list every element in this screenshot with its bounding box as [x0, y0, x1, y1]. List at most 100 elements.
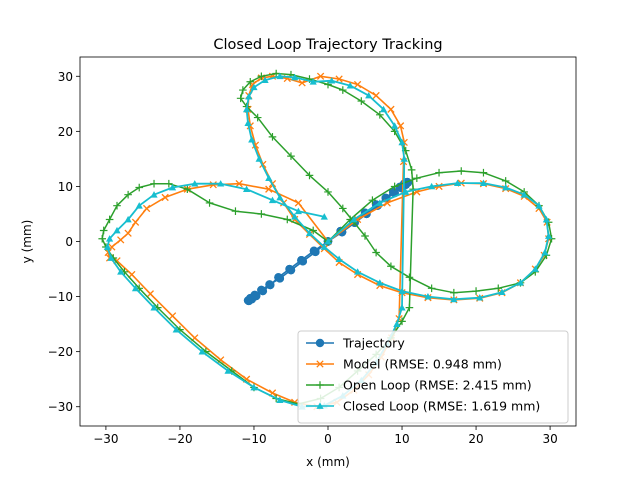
data-point — [276, 72, 284, 80]
x-tick-label: 20 — [468, 432, 483, 446]
series-layer — [98, 69, 556, 411]
data-point — [248, 136, 256, 143]
data-point — [311, 247, 320, 257]
data-point — [427, 284, 436, 293]
data-point — [298, 79, 306, 87]
data-point — [502, 183, 510, 191]
y-axis-label: y (mm) — [20, 220, 34, 264]
data-point — [107, 254, 115, 261]
legend: Trajectory Model (RMSE: 0.948 mm) Open Loo… — [297, 330, 569, 424]
data-point — [400, 155, 408, 162]
data-point — [291, 213, 299, 220]
data-point — [246, 77, 255, 86]
data-point — [398, 138, 406, 146]
data-point — [142, 204, 151, 213]
data-point — [168, 312, 177, 320]
data-point — [298, 257, 308, 266]
data-point — [405, 303, 414, 312]
data-point — [407, 166, 416, 174]
data-point — [161, 193, 169, 202]
data-point — [283, 215, 292, 224]
y-tick-label: 30 — [58, 70, 73, 84]
y-tick-label: −10 — [48, 290, 73, 304]
data-point — [413, 174, 421, 182]
data-point — [396, 122, 405, 130]
data-point — [324, 188, 332, 196]
data-point — [324, 237, 332, 245]
data-point — [165, 179, 173, 188]
data-point — [135, 183, 144, 192]
data-point — [124, 229, 132, 237]
data-point — [350, 215, 358, 223]
x-tick-label: 30 — [542, 432, 557, 446]
data-point — [261, 76, 269, 84]
data-point — [376, 279, 384, 286]
data-point — [435, 168, 443, 177]
data-point — [387, 262, 395, 271]
data-point — [309, 78, 317, 85]
y-tick-label: 0 — [65, 235, 73, 249]
data-point — [172, 326, 180, 333]
data-point — [99, 226, 108, 235]
data-point — [476, 294, 484, 301]
data-point — [245, 93, 253, 100]
data-point — [103, 243, 111, 250]
data-point — [372, 91, 380, 100]
data-point — [398, 287, 406, 294]
data-point — [265, 174, 273, 182]
legend-entry: Trajectory — [306, 336, 405, 351]
y-tick-label: −20 — [48, 345, 73, 359]
data-point — [357, 97, 366, 105]
data-point — [117, 236, 125, 244]
data-point — [339, 86, 347, 94]
data-point — [205, 199, 214, 207]
data-point — [542, 215, 550, 223]
legend-swatch-marker — [316, 402, 324, 409]
data-point — [168, 183, 177, 191]
data-point — [257, 72, 266, 81]
legend-label: Open Loop (RMSE: 2.415 mm) — [343, 378, 532, 393]
data-point — [372, 248, 380, 257]
data-point — [353, 80, 362, 89]
data-point — [379, 105, 388, 113]
data-point — [106, 235, 114, 242]
data-point — [320, 243, 328, 250]
data-point — [250, 83, 258, 91]
legend-swatch-marker — [316, 381, 324, 389]
data-point — [250, 383, 258, 391]
data-point — [257, 285, 266, 295]
data-point — [309, 226, 317, 235]
data-point — [150, 179, 158, 188]
data-point — [250, 290, 259, 300]
data-point — [305, 229, 314, 237]
data-point — [387, 105, 395, 113]
y-tick-label: 20 — [58, 125, 73, 139]
data-point — [255, 155, 263, 162]
data-point — [150, 191, 158, 198]
data-point — [209, 181, 217, 189]
x-tick-label: −10 — [241, 432, 266, 446]
data-point — [105, 215, 114, 224]
legend-entry: Model (RMSE: 0.948 mm) — [306, 357, 502, 372]
data-point — [450, 295, 458, 303]
legend-label: Trajectory — [342, 336, 405, 351]
data-point — [265, 280, 274, 289]
data-point — [428, 182, 436, 190]
data-point — [541, 248, 549, 256]
data-point — [398, 317, 406, 326]
data-point — [276, 193, 284, 201]
data-point — [494, 284, 503, 293]
data-point — [320, 213, 328, 220]
data-point — [272, 69, 280, 78]
legend-entry: Open Loop (RMSE: 2.415 mm) — [306, 378, 532, 393]
data-point — [531, 265, 539, 272]
data-point — [305, 171, 314, 180]
data-point — [268, 133, 277, 141]
data-point — [453, 179, 462, 187]
data-point — [224, 367, 232, 374]
legend-entry: Closed Loop (RMSE: 1.619 mm) — [306, 399, 540, 414]
ticks-layer: −30 −20 −10 0 10 20 30 −30 −20 −10 0 10 20 30 — [48, 70, 558, 446]
data-point — [244, 119, 252, 126]
data-point — [391, 122, 399, 129]
data-point — [354, 268, 362, 275]
